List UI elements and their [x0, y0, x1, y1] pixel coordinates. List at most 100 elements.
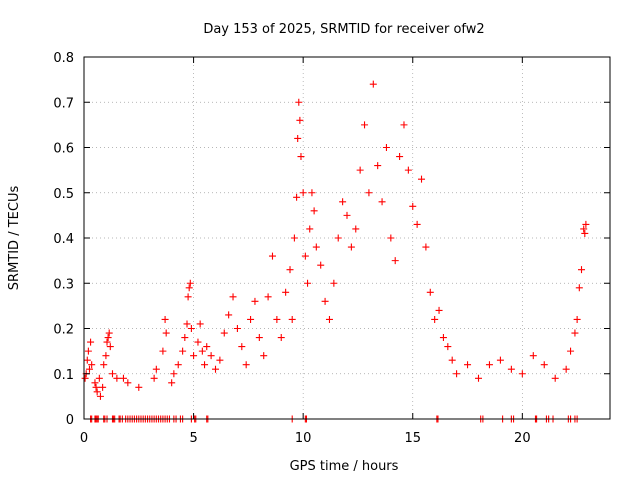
data-point — [304, 279, 312, 287]
data-point — [203, 343, 211, 351]
data-point — [293, 193, 301, 201]
data-point — [187, 325, 195, 332]
data-point — [135, 383, 143, 391]
data-point — [301, 252, 309, 260]
chart-title: Day 153 of 2025, SRMTID for receiver ofw… — [203, 22, 484, 37]
data-point — [104, 334, 112, 342]
data-point — [220, 329, 228, 337]
data-point — [485, 361, 493, 369]
data-point — [391, 257, 399, 265]
data-point — [273, 315, 281, 323]
data-point — [282, 288, 290, 296]
data-point — [582, 220, 590, 228]
data-point — [321, 297, 329, 305]
data-point — [81, 374, 89, 382]
data-point — [431, 315, 439, 323]
data-point — [551, 374, 559, 382]
data-point — [105, 329, 113, 337]
data-point — [212, 365, 219, 373]
data-point — [247, 315, 255, 323]
data-point — [330, 279, 338, 287]
data-point — [444, 343, 452, 351]
data-point — [113, 374, 121, 382]
data-point — [464, 361, 472, 369]
data-point — [150, 374, 158, 382]
data-point — [91, 379, 99, 387]
x-axis-label: GPS time / hours — [290, 459, 399, 474]
y-tick-label: 0.7 — [53, 96, 74, 111]
data-point — [196, 320, 204, 328]
y-tick-label: 0.5 — [53, 187, 74, 202]
data-point — [365, 189, 373, 197]
data-point — [96, 392, 104, 400]
data-point — [562, 365, 570, 373]
data-point — [496, 356, 504, 364]
data-point — [106, 343, 114, 351]
data-point — [296, 116, 304, 124]
data-point — [102, 352, 110, 360]
y-tick-label: 0.4 — [53, 232, 74, 247]
data-point — [264, 293, 272, 301]
data-point — [356, 166, 364, 174]
data-point — [194, 338, 202, 346]
data-point — [339, 198, 347, 206]
data-point — [299, 189, 307, 197]
data-point — [119, 374, 127, 382]
data-point — [181, 334, 189, 342]
data-point — [352, 225, 360, 233]
data-point — [216, 356, 224, 364]
plot-frame — [83, 56, 611, 420]
data-point — [184, 293, 192, 301]
data-point — [100, 361, 108, 369]
data-point — [518, 370, 526, 378]
data-point — [308, 189, 316, 197]
data-point — [378, 198, 386, 206]
x-tick-label: 20 — [514, 431, 531, 446]
grid-lines — [84, 57, 610, 419]
data-point — [567, 347, 575, 355]
data-point — [286, 266, 294, 274]
data-point — [162, 329, 170, 337]
x-tick-label: 5 — [189, 431, 197, 446]
y-tick-label: 0.1 — [53, 368, 74, 383]
data-point — [185, 284, 193, 292]
data-point — [198, 347, 206, 355]
data-point — [334, 234, 342, 242]
data-point — [251, 297, 259, 305]
data-point — [361, 121, 369, 129]
data-point — [453, 370, 461, 378]
y-tick-label: 0.6 — [53, 142, 74, 157]
data-point — [295, 98, 303, 106]
data-points — [81, 80, 590, 423]
data-point — [201, 361, 209, 369]
data-point — [475, 374, 482, 382]
x-tick-label: 15 — [404, 431, 421, 446]
data-point — [255, 334, 263, 342]
data-point — [422, 243, 430, 251]
data-point — [92, 383, 100, 391]
data-point — [540, 361, 548, 369]
data-point — [260, 352, 268, 360]
data-point — [93, 388, 101, 396]
data-point — [83, 356, 91, 364]
x-tick-label: 0 — [80, 431, 88, 446]
data-point — [294, 134, 302, 142]
axis-ticks: 0 0.1 0.2 0.3 0.4 0.5 0.6 0.7 0.8 0 5 10 15 20 — [53, 51, 610, 446]
data-point — [404, 166, 412, 174]
data-point — [186, 279, 194, 287]
data-point — [207, 352, 215, 360]
data-point — [343, 211, 351, 219]
data-point — [413, 220, 421, 228]
data-point — [124, 379, 132, 387]
data-point — [170, 370, 178, 378]
data-point — [103, 338, 111, 346]
data-point — [571, 329, 579, 337]
data-point — [290, 234, 298, 242]
data-point — [233, 325, 241, 332]
data-point — [268, 252, 276, 260]
data-point — [400, 121, 408, 129]
y-tick-label: 0 — [66, 413, 74, 428]
data-point — [179, 347, 187, 355]
data-point — [426, 288, 434, 296]
